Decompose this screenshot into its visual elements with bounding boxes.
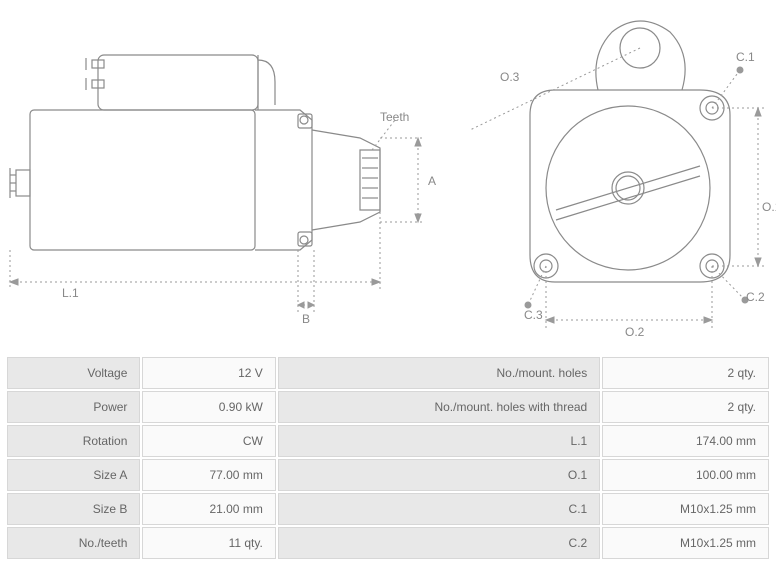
spec-value: 0.90 kW <box>142 391 275 423</box>
spec-value: 21.00 mm <box>142 493 275 525</box>
spec-label: Voltage <box>7 357 140 389</box>
spec-value: 2 qty. <box>602 391 769 423</box>
spec-label: O.1 <box>278 459 600 491</box>
label-o1: O.1 <box>762 200 776 214</box>
label-a: A <box>428 174 436 188</box>
spec-table-body: Voltage 12 V No./mount. holes 2 qty. Pow… <box>7 357 769 559</box>
spec-value: 12 V <box>142 357 275 389</box>
spec-value: 77.00 mm <box>142 459 275 491</box>
spec-label: Power <box>7 391 140 423</box>
label-c2: C.2 <box>746 290 765 304</box>
label-o2: O.2 <box>625 325 644 339</box>
diagram-area: Teeth A B L.1 O.3 C.1 O.1 C.2 C.3 O.2 <box>0 0 776 355</box>
spec-label: No./teeth <box>7 527 140 559</box>
table-row: Size B 21.00 mm C.1 M10x1.25 mm <box>7 493 769 525</box>
spec-value: M10x1.25 mm <box>602 527 769 559</box>
table-row: Voltage 12 V No./mount. holes 2 qty. <box>7 357 769 389</box>
spec-label: No./mount. holes <box>278 357 600 389</box>
table-row: No./teeth 11 qty. C.2 M10x1.25 mm <box>7 527 769 559</box>
spec-value: 100.00 mm <box>602 459 769 491</box>
spec-label: C.2 <box>278 527 600 559</box>
spec-value: CW <box>142 425 275 457</box>
label-c3: C.3 <box>524 308 543 322</box>
label-o3: O.3 <box>500 70 519 84</box>
label-l1: L.1 <box>62 286 79 300</box>
spec-value: 11 qty. <box>142 527 275 559</box>
table-row: Size A 77.00 mm O.1 100.00 mm <box>7 459 769 491</box>
spec-label: No./mount. holes with thread <box>278 391 600 423</box>
spec-label: Size A <box>7 459 140 491</box>
table-row: Rotation CW L.1 174.00 mm <box>7 425 769 457</box>
spec-table: Voltage 12 V No./mount. holes 2 qty. Pow… <box>5 355 771 561</box>
spec-value: 2 qty. <box>602 357 769 389</box>
spec-value: M10x1.25 mm <box>602 493 769 525</box>
spec-label: Rotation <box>7 425 140 457</box>
label-b: B <box>302 312 310 326</box>
spec-label: L.1 <box>278 425 600 457</box>
label-c1: C.1 <box>736 50 755 64</box>
technical-drawing <box>0 0 776 355</box>
spec-label: C.1 <box>278 493 600 525</box>
label-teeth: Teeth <box>380 110 409 124</box>
spec-value: 174.00 mm <box>602 425 769 457</box>
spec-label: Size B <box>7 493 140 525</box>
table-row: Power 0.90 kW No./mount. holes with thre… <box>7 391 769 423</box>
